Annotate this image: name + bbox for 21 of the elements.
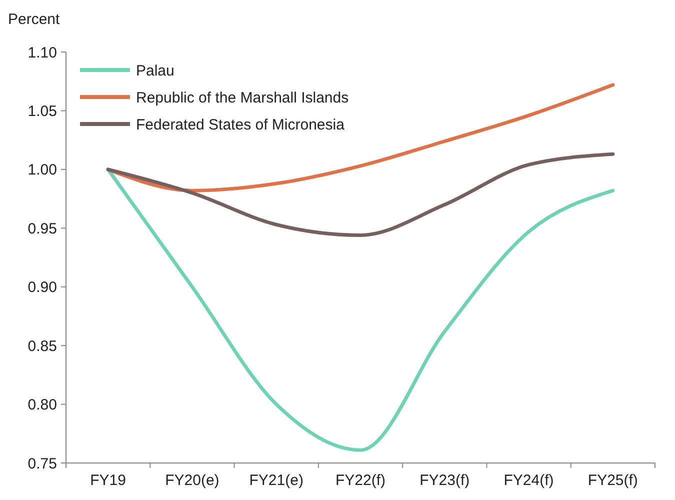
y-tick-label: 0.95 <box>28 220 57 238</box>
y-tick-label: 0.90 <box>28 279 57 296</box>
y-tick-label: 0.75 <box>28 455 57 472</box>
x-tick-label: FY23(f) <box>420 472 470 489</box>
line-series <box>106 152 615 237</box>
legend-label: Federated States of Micronesia <box>136 116 346 134</box>
y-tick-label: 1.00 <box>28 162 57 179</box>
y-tick-label: 0.80 <box>28 396 57 414</box>
x-tick-label: FY25(f) <box>588 472 638 489</box>
x-tick-label: FY22(f) <box>335 472 386 489</box>
y-tick-label: 1.10 <box>28 44 57 62</box>
x-tick-label: FY24(f) <box>504 472 554 489</box>
x-tick-label: FY21(e) <box>249 472 304 489</box>
y-axis-title: Percent <box>8 11 61 28</box>
y-tick-label: 1.05 <box>28 102 57 120</box>
legend-label: Palau <box>136 62 174 80</box>
x-tick-label: FY20(e) <box>165 472 220 489</box>
y-tick-label: 0.85 <box>28 338 57 355</box>
legend-label: Republic of the Marshall Islands <box>136 89 349 106</box>
x-tick-label: FY19 <box>90 472 126 489</box>
line-series <box>106 168 615 452</box>
